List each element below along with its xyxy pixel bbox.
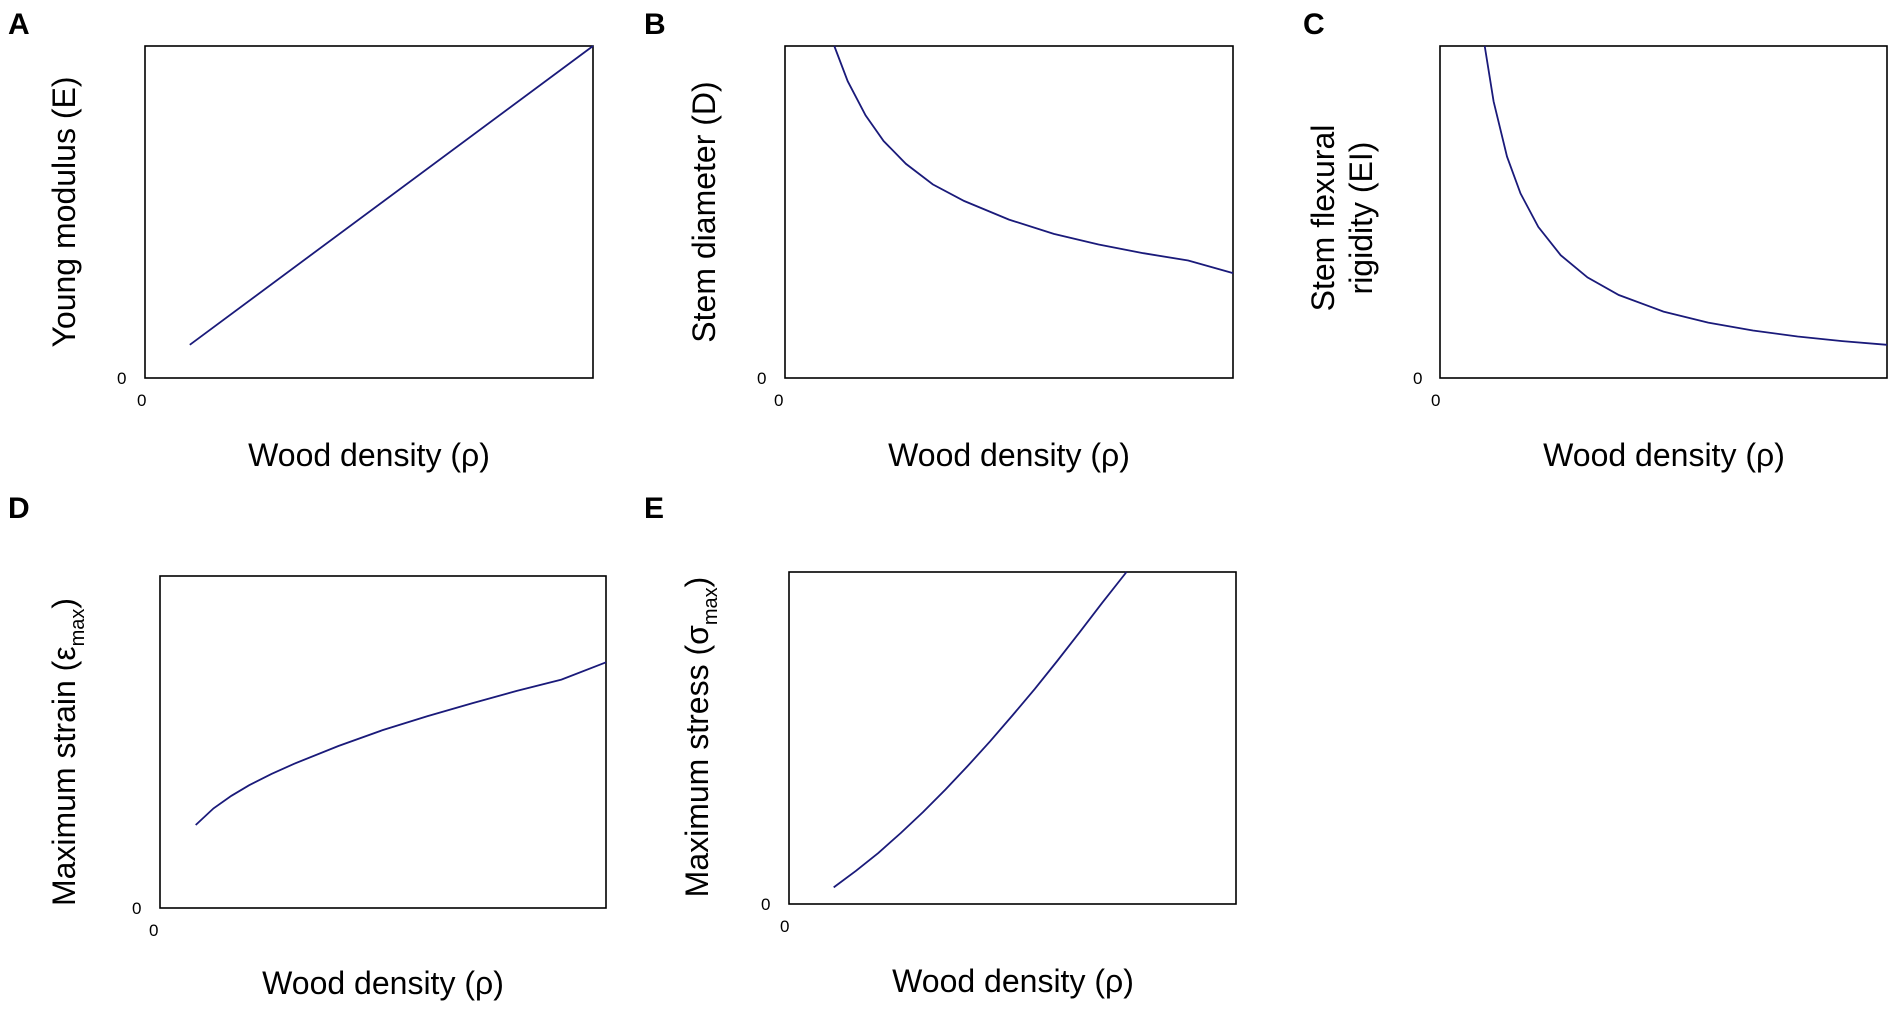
panel-b-curve: [833, 45, 1234, 274]
panel-a-letter: A: [8, 8, 30, 41]
panel-e-x-axis-label: Wood density (ρ): [892, 963, 1134, 999]
panel-a-y-zero-tick: 0: [117, 369, 126, 388]
panel-b-frame: [784, 45, 1234, 379]
panel-c-y-axis-label-line-1: Stem flexural: [1305, 125, 1341, 312]
panel-a-frame: [144, 45, 594, 379]
panel-d-x-zero-tick: 0: [149, 921, 158, 940]
panel-a: A 0 0 Wood density (ρ) Young modulus (E): [8, 8, 594, 473]
panel-e-frame: [788, 571, 1237, 905]
panel-d-y-axis-label-close: ): [46, 598, 82, 609]
panel-d-curve: [195, 661, 607, 826]
panel-b-y-zero-tick: 0: [757, 369, 766, 388]
panel-c: C 0 0 Wood density (ρ) Stem flexural rig…: [1303, 8, 1888, 473]
panel-e-letter: E: [644, 492, 664, 525]
panel-a-x-axis-label: Wood density (ρ): [248, 437, 490, 473]
panel-c-y-axis-label-line-2: rigidity (EI): [1343, 142, 1379, 295]
panel-d-y-axis-label-sub: max: [67, 609, 89, 647]
panel-c-x-zero-tick: 0: [1431, 391, 1440, 410]
panel-d-y-zero-tick: 0: [132, 899, 141, 918]
panel-d-frame: [159, 575, 607, 909]
panel-e-y-axis-label-sub: max: [700, 587, 722, 625]
panel-c-frame: [1439, 45, 1888, 379]
panel-a-x-zero-tick: 0: [137, 391, 146, 410]
panel-b: B 0 0 Wood density (ρ) Stem diameter (D): [644, 8, 1234, 473]
panel-e-y-zero-tick: 0: [761, 895, 770, 914]
panel-e-y-axis-label-close: ): [679, 577, 715, 588]
panel-b-letter: B: [644, 8, 666, 41]
panel-c-x-axis-label: Wood density (ρ): [1543, 437, 1785, 473]
panel-d-y-axis-label: Maximum strain (εmax): [46, 598, 89, 906]
panel-d-y-axis-label-main: Maximum strain (ε: [46, 646, 82, 906]
panel-b-x-axis-label: Wood density (ρ): [888, 437, 1130, 473]
panel-e-y-axis-label-main: Maximum stress (σ: [679, 625, 715, 897]
panel-d-x-axis-label: Wood density (ρ): [262, 965, 504, 1001]
panel-c-letter: C: [1303, 8, 1325, 41]
panel-e-curve: [833, 571, 1128, 889]
panel-a-y-axis-label: Young modulus (E): [46, 77, 82, 348]
panel-a-curve: [189, 45, 594, 346]
panel-e: E 0 0 Wood density (ρ) Maximum stress (σ…: [644, 492, 1237, 999]
panel-c-curve: [1483, 45, 1888, 346]
panel-c-y-zero-tick: 0: [1413, 369, 1422, 388]
panel-d: D 0 0 Wood density (ρ) Maximum strain (ε…: [8, 492, 607, 1001]
panel-e-x-zero-tick: 0: [780, 917, 789, 936]
panel-b-x-zero-tick: 0: [774, 391, 783, 410]
panel-d-letter: D: [8, 492, 30, 525]
panel-b-y-axis-label: Stem diameter (D): [686, 81, 722, 342]
panel-e-y-axis-label: Maximum stress (σmax): [679, 577, 722, 898]
panel-c-y-axis-label: Stem flexural rigidity (EI): [1305, 125, 1379, 312]
